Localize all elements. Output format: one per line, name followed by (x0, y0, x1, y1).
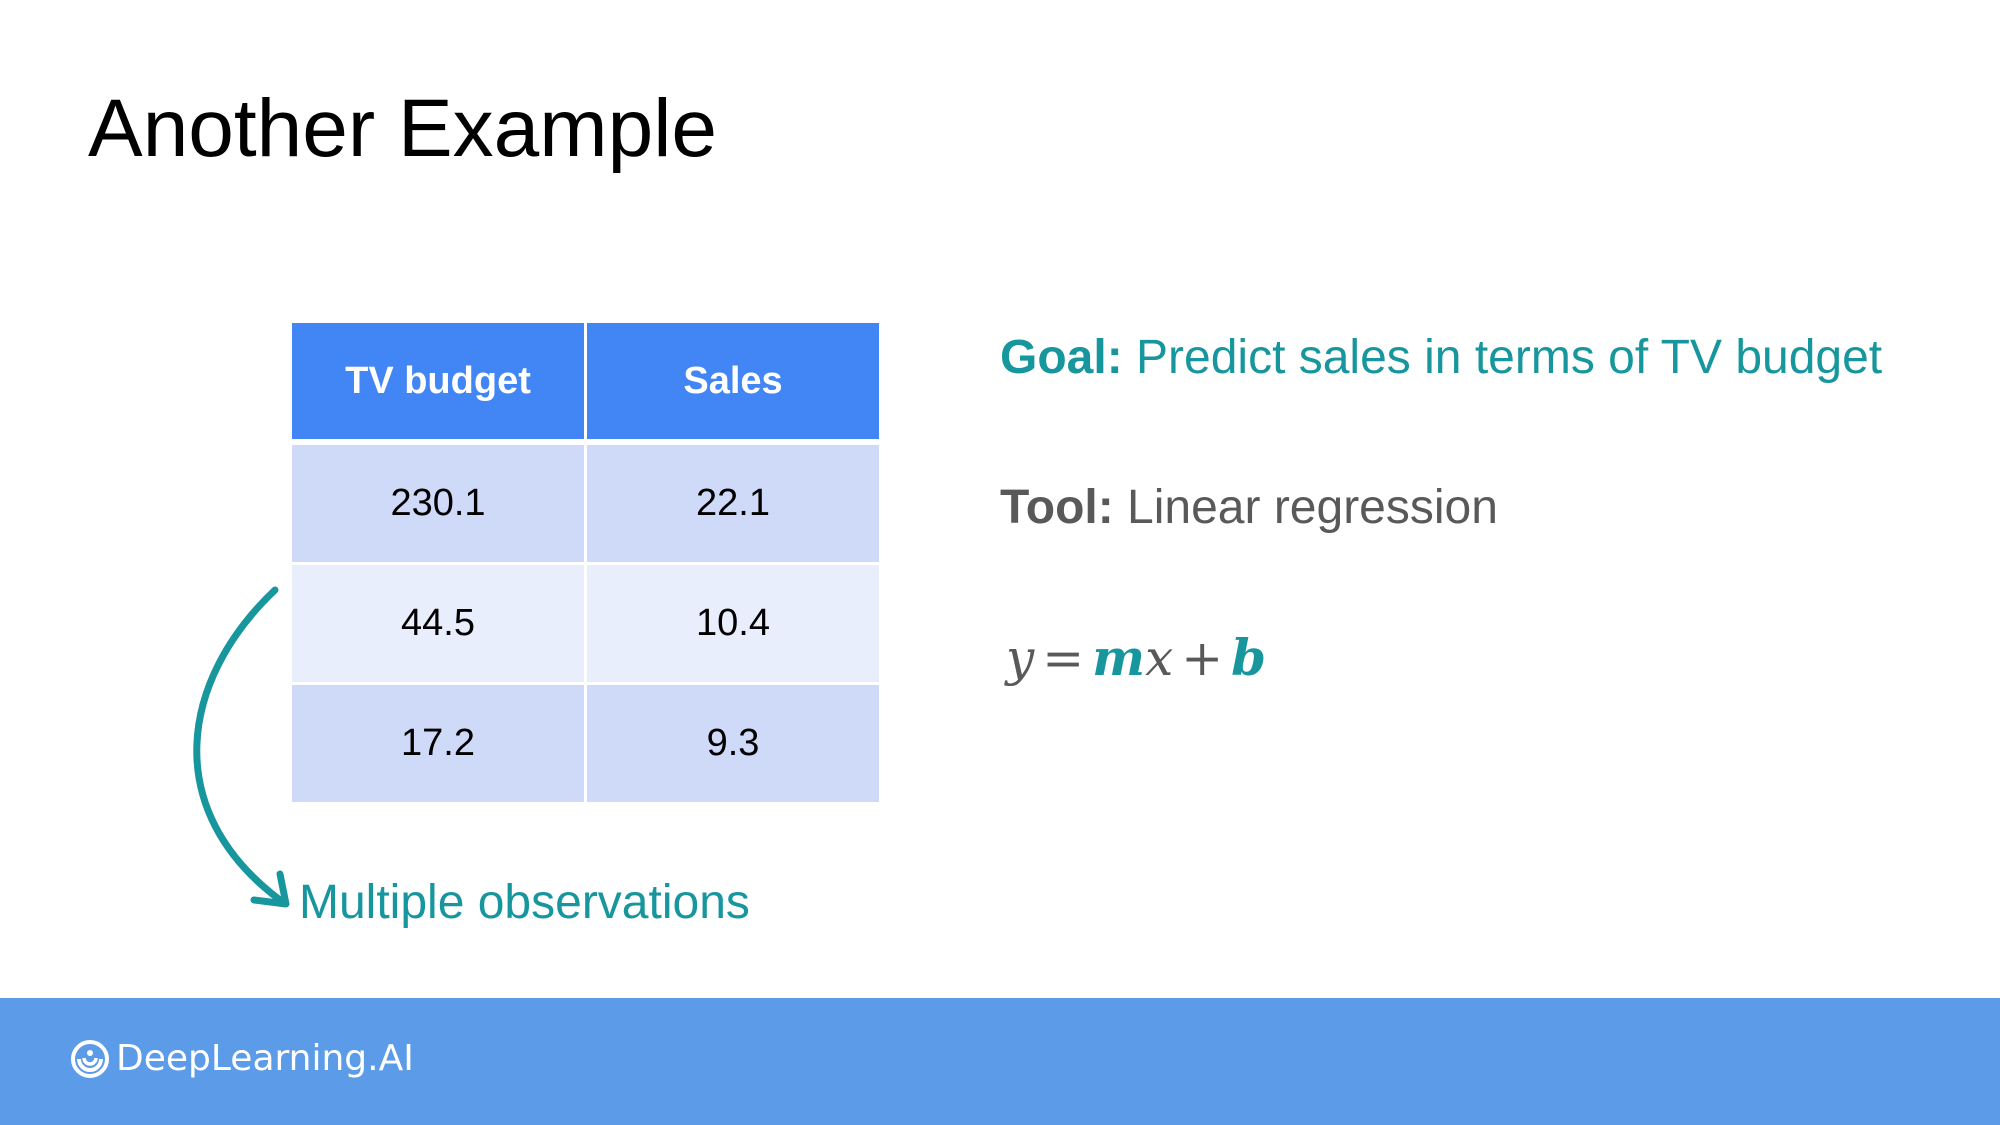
table-cell: 10.4 (584, 562, 882, 685)
multiple-observations-label: Multiple observations (299, 876, 750, 929)
equation-m: m (1092, 628, 1146, 687)
equation-x: x (1145, 629, 1174, 687)
brand-logo: DeepLearning.AI (70, 1038, 414, 1079)
table-row: 17.2 9.3 (289, 682, 882, 805)
table-row: 44.5 10.4 (289, 562, 882, 685)
tool-statement: Tool: Linear regression (1000, 480, 1498, 535)
deeplearning-logo-icon (71, 1039, 109, 1078)
tool-label: Tool: (1000, 481, 1114, 534)
footer-bar: DeepLearning.AI (0, 998, 2000, 1125)
column-header-sales: Sales (584, 320, 882, 445)
equation-y: y (1006, 629, 1035, 687)
tool-text: Linear regression (1113, 481, 1498, 534)
equation-b: b (1231, 628, 1267, 687)
equation-equals: = (1042, 629, 1085, 687)
table-cell: 230.1 (289, 440, 587, 565)
table-cell: 22.1 (584, 440, 882, 565)
slide-title: Another Example (88, 83, 718, 174)
column-header-tv-budget: TV budget (289, 320, 587, 445)
goal-text: Predict sales in terms of TV budget (1122, 331, 1883, 384)
table-row: 230.1 22.1 (289, 440, 882, 565)
table-cell: 17.2 (289, 682, 587, 805)
data-table: TV budget Sales 230.1 22.1 44.5 10.4 17.… (289, 320, 882, 805)
equation-plus: + (1181, 629, 1224, 687)
goal-statement: Goal: Predict sales in terms of TV budge… (1000, 330, 1882, 385)
brand-name: DeepLearning.AI (116, 1038, 414, 1079)
curved-arrow-icon (193, 586, 290, 908)
table-cell: 9.3 (584, 682, 882, 805)
table-header-row: TV budget Sales (289, 320, 882, 445)
linear-equation: y = mx + b (1006, 628, 1266, 687)
goal-label: Goal: (1000, 331, 1123, 384)
table-cell: 44.5 (289, 562, 587, 685)
